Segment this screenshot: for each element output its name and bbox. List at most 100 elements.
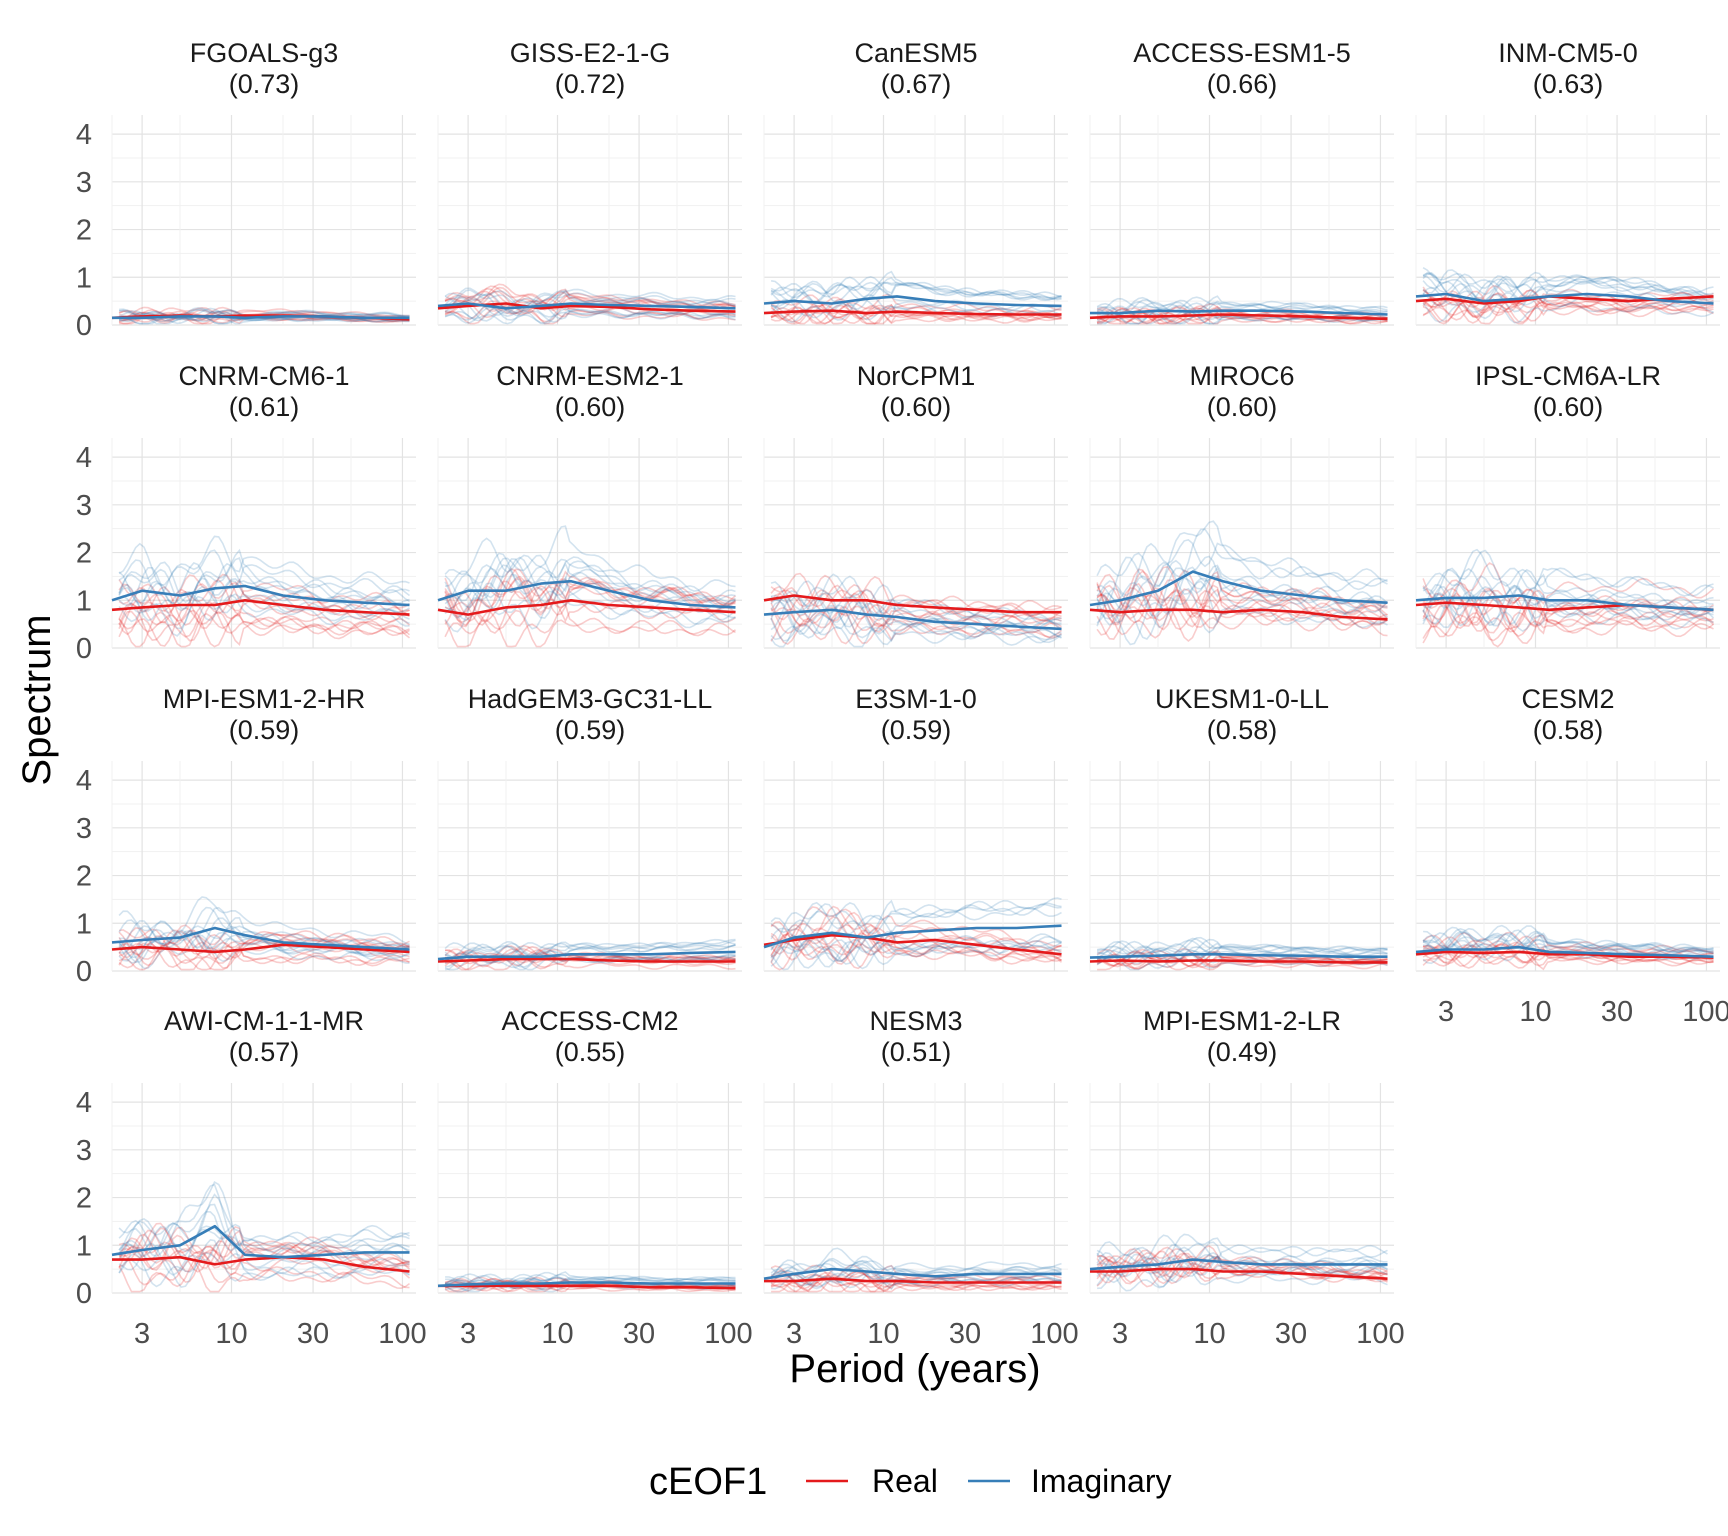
legend-title: cEOF1: [649, 1461, 767, 1503]
panel-score: (0.59): [881, 715, 952, 745]
member-line-real: [444, 307, 736, 325]
member-line-real: [1422, 585, 1714, 625]
x-tick-label: 30: [1601, 996, 1633, 1028]
member-line-imaginary: [444, 525, 736, 592]
series-line-imaginary: [763, 924, 1062, 949]
panel-score: (0.67): [881, 69, 952, 99]
member-line-imaginary: [1422, 584, 1714, 627]
member-line-imaginary: [118, 535, 410, 586]
x-tick-label: 3: [1112, 1318, 1128, 1350]
member-line-imaginary: [444, 289, 736, 312]
member-line-imaginary: [1096, 938, 1388, 957]
y-tick-label: 0: [76, 310, 92, 342]
member-line-imaginary: [118, 562, 410, 607]
member-line-real: [118, 606, 410, 647]
member-line-imaginary: [770, 1255, 1062, 1278]
member-line-imaginary: [770, 598, 1062, 639]
member-line-imaginary: [770, 906, 1062, 940]
member-line-imaginary: [118, 312, 410, 325]
series-line-imaginary: [1089, 952, 1388, 959]
member-line-real: [444, 580, 736, 626]
member-line-imaginary: [444, 1271, 736, 1285]
series-line-imaginary: [437, 1281, 736, 1288]
member-line-real: [444, 570, 736, 623]
y-tick-label: 4: [76, 1087, 92, 1119]
member-line-real: [118, 945, 410, 971]
facet-panel: NESM3(0.51): [763, 1006, 1068, 1294]
member-line-real: [1422, 935, 1714, 959]
series-line-imaginary: [112, 315, 410, 320]
member-line-real: [444, 602, 736, 648]
member-line-real: [444, 578, 736, 628]
x-tick-label: 10: [1519, 996, 1551, 1028]
member-line-imaginary: [444, 303, 736, 325]
member-line-real: [770, 1264, 1062, 1283]
y-tick-label: 1: [76, 585, 92, 617]
facet-panel: ACCESS-CM2(0.55): [437, 1006, 742, 1294]
member-line-real: [1422, 296, 1714, 325]
member-line-imaginary: [1422, 548, 1714, 597]
panel-title: GISS-E2-1-G: [510, 38, 671, 68]
facet-panel: NorCPM1(0.60): [763, 361, 1068, 649]
facet-panel: CESM2(0.58): [1415, 684, 1720, 972]
member-line-imaginary: [118, 1252, 410, 1288]
y-tick-label: 3: [76, 167, 92, 199]
panel-title: FGOALS-g3: [190, 38, 339, 68]
member-line-imaginary: [770, 604, 1062, 646]
member-line-imaginary: [1097, 310, 1388, 325]
panel-score: (0.63): [1533, 69, 1604, 99]
y-tick-label: 3: [76, 1135, 92, 1167]
panel-title: CNRM-CM6-1: [179, 361, 350, 391]
member-line-imaginary: [118, 579, 410, 623]
panel-title: AWI-CM-1-1-MR: [164, 1006, 364, 1036]
member-line-real: [118, 942, 410, 971]
panel-grid: [437, 1083, 742, 1294]
member-line-real: [1422, 596, 1715, 638]
facet-panel: FGOALS-g3(0.73) 0 1 2 3 4: [76, 38, 416, 342]
panel-score: (0.66): [1207, 69, 1278, 99]
facet-panels: FGOALS-g3(0.73)01234GISS-E2-1-G(0.72)Can…: [76, 38, 1728, 1350]
member-line-imaginary: [1096, 559, 1388, 624]
series-line-imaginary: [111, 1224, 410, 1259]
legend-label-real: Real: [872, 1463, 938, 1499]
facet-panel: GISS-E2-1-G(0.72): [437, 38, 742, 326]
x-tick-label: 30: [297, 1318, 329, 1350]
member-line-imaginary: [770, 281, 1062, 303]
series-line-imaginary: [437, 950, 736, 961]
panel-title: IPSL-CM6A-LR: [1475, 361, 1661, 391]
member-line-real: [770, 606, 1062, 642]
ensemble-members: [1422, 924, 1714, 971]
member-line-imaginary: [1422, 280, 1714, 303]
member-line-imaginary: [444, 939, 736, 960]
member-line-real: [770, 937, 1062, 971]
member-line-imaginary: [444, 564, 736, 613]
member-line-real: [770, 574, 1062, 617]
facet-panel: MPI-ESM1-2-LR(0.49): [1089, 1006, 1394, 1294]
series-line-imaginary: [1089, 1258, 1388, 1271]
member-line-imaginary: [1422, 298, 1714, 324]
x-tick-label: 10: [1193, 1318, 1225, 1350]
series-line-real: [111, 598, 410, 616]
series-line-imaginary: [763, 295, 1062, 308]
member-line-imaginary: [1096, 296, 1388, 314]
member-line-real: [1422, 588, 1714, 635]
member-line-real: [118, 306, 410, 319]
member-line-imaginary: [118, 896, 410, 945]
facet-panel: IPSL-CM6A-LR(0.60): [1415, 361, 1720, 649]
member-line-real: [444, 290, 736, 310]
member-line-imaginary: [444, 938, 736, 958]
series-line-real: [112, 1255, 410, 1273]
member-line-imaginary: [1422, 931, 1714, 953]
member-line-real: [1096, 1252, 1388, 1280]
member-line-real: [770, 1274, 1062, 1293]
x-tick-label: 3: [134, 1318, 150, 1350]
member-line-real: [118, 601, 411, 641]
member-line-real: [1422, 295, 1714, 324]
member-line-real: [444, 300, 736, 319]
series-line-real: [1090, 1267, 1388, 1280]
facet-panel: INM-CM5-0(0.63): [1415, 38, 1720, 326]
member-line-real: [770, 592, 1062, 634]
x-tick-label: 3: [460, 1318, 476, 1350]
member-line-real: [770, 1276, 1062, 1293]
panel-score: (0.58): [1207, 715, 1278, 745]
